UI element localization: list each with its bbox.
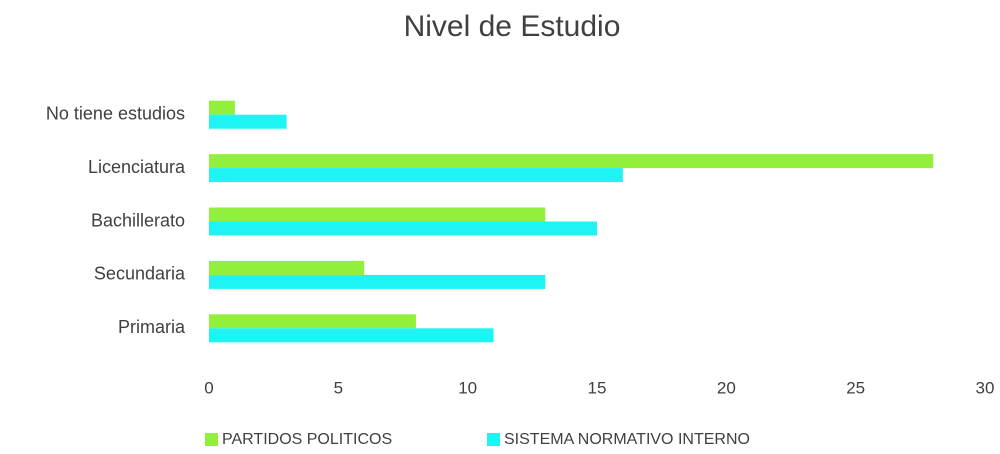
y-tick-label: Primaria <box>118 317 186 337</box>
legend-label: SISTEMA NORMATIVO INTERNO <box>504 431 750 448</box>
y-tick-label: Bachillerato <box>91 210 185 230</box>
x-tick-label: 20 <box>717 378 736 397</box>
bar <box>209 154 934 169</box>
bar <box>209 328 494 343</box>
bar <box>209 260 365 275</box>
legend-swatch <box>205 433 218 446</box>
bar <box>209 100 235 115</box>
bar <box>209 168 623 183</box>
bar <box>209 274 546 289</box>
legend-label: PARTIDOS POLITICOS <box>222 431 392 448</box>
legend-swatch <box>487 433 500 446</box>
x-tick-label: 5 <box>334 378 343 397</box>
x-tick-label: 10 <box>458 378 477 397</box>
y-tick-label: Licenciatura <box>88 157 186 177</box>
chart-title: Nivel de Estudio <box>404 10 621 43</box>
bar <box>209 314 416 329</box>
bar <box>209 221 597 236</box>
y-tick-label: No tiene estudios <box>46 103 185 123</box>
x-tick-label: 15 <box>588 378 607 397</box>
x-tick-label: 25 <box>846 378 865 397</box>
bar <box>209 114 287 129</box>
y-tick-label: Secundaria <box>94 264 186 284</box>
x-tick-label: 30 <box>976 378 995 397</box>
x-tick-label: 0 <box>204 378 213 397</box>
bar <box>209 207 546 222</box>
